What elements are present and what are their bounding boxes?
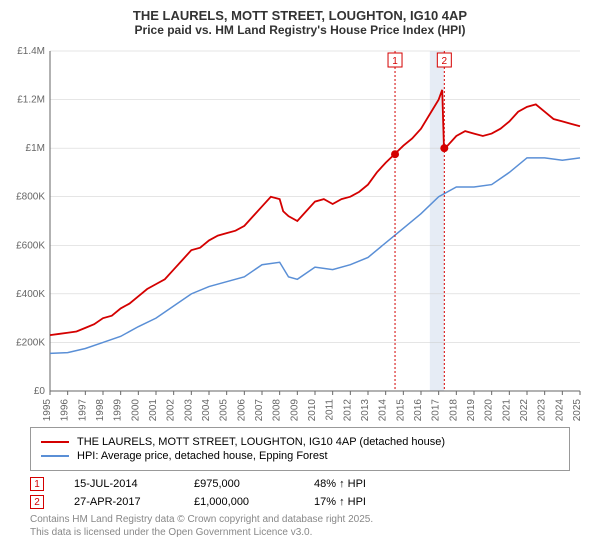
chart-svg: £0 £200K £400K £600K £800K £1M £1.2M £1.4M 1995 1…	[0, 41, 600, 421]
footer-line2: This data is licensed under the Open Gov…	[30, 526, 570, 539]
legend-label: HPI: Average price, detached house, Eppi…	[77, 450, 328, 462]
legend-swatch	[41, 441, 69, 443]
sale-price: £975,000	[194, 478, 284, 490]
x-tick-label: 2020	[484, 399, 495, 421]
x-tick-label: 2007	[254, 399, 265, 421]
y-tick-label: £1.4M	[17, 46, 45, 57]
y-tick-label: £0	[34, 386, 46, 397]
x-tick-label: 1997	[77, 399, 88, 421]
sales-table: 1 15-JUL-2014 £975,000 48% ↑ HPI 2 27-APR-201…	[30, 477, 570, 509]
sale-date: 15-JUL-2014	[74, 478, 164, 490]
sale-marker: 2	[30, 495, 44, 509]
x-tick-label: 1998	[95, 399, 106, 421]
y-tick-label: £1.2M	[17, 95, 45, 106]
legend-row: HPI: Average price, detached house, Eppi…	[41, 450, 559, 462]
x-tick-label: 2022	[519, 399, 530, 421]
x-tick-label: 2017	[431, 399, 442, 421]
sale-delta: 17% ↑ HPI	[314, 496, 366, 508]
x-tick-label: 2019	[466, 399, 477, 421]
chart-area: £0 £200K £400K £600K £800K £1M £1.2M £1.4M 1995 1…	[0, 41, 600, 421]
chart-title-sub: Price paid vs. HM Land Registry's House …	[0, 23, 600, 37]
y-tick-label: £1M	[26, 143, 45, 154]
sale-marker-dot	[440, 144, 448, 152]
chart-title-main: THE LAURELS, MOTT STREET, LOUGHTON, IG10…	[0, 8, 600, 23]
x-tick-label: 2025	[572, 399, 583, 421]
x-tick-label: 2001	[148, 399, 159, 421]
y-tick-label: £600K	[16, 240, 45, 251]
legend-box: THE LAURELS, MOTT STREET, LOUGHTON, IG10…	[30, 427, 570, 471]
sale-row: 1 15-JUL-2014 £975,000 48% ↑ HPI	[30, 477, 570, 491]
x-tick-label: 2016	[413, 399, 424, 421]
x-tick-label: 2006	[236, 399, 247, 421]
sale-price: £1,000,000	[194, 496, 284, 508]
legend-swatch	[41, 455, 69, 457]
sale-marker-dot	[391, 150, 399, 158]
y-tick-label: £800K	[16, 192, 45, 203]
x-tick-label: 2018	[448, 399, 459, 421]
legend-row: THE LAURELS, MOTT STREET, LOUGHTON, IG10…	[41, 436, 559, 448]
x-tick-label: 2014	[378, 399, 389, 421]
series-property	[50, 90, 580, 335]
x-tick-label: 2023	[537, 399, 548, 421]
x-tick-label: 2012	[342, 399, 353, 421]
x-tick-label: 1996	[60, 399, 71, 421]
x-tick-label: 2000	[130, 399, 141, 421]
x-tick-label: 2004	[201, 399, 212, 421]
footer-line1: Contains HM Land Registry data © Crown c…	[30, 513, 570, 526]
x-tick-label: 2024	[554, 399, 565, 421]
x-tick-label: 2005	[219, 399, 230, 421]
x-tick-label: 2021	[501, 399, 512, 421]
sale-marker-num: 2	[442, 56, 448, 67]
y-tick-label: £200K	[16, 337, 45, 348]
sale-delta: 48% ↑ HPI	[314, 478, 366, 490]
series-hpi	[50, 158, 580, 354]
legend-label: THE LAURELS, MOTT STREET, LOUGHTON, IG10…	[77, 436, 445, 448]
x-tick-label: 2015	[395, 399, 406, 421]
sale-marker: 1	[30, 477, 44, 491]
footer: Contains HM Land Registry data © Crown c…	[30, 513, 570, 539]
sale-marker-num: 1	[392, 56, 398, 67]
y-tick-label: £400K	[16, 289, 45, 300]
x-tick-label: 1999	[113, 399, 124, 421]
x-tick-label: 1995	[42, 399, 53, 421]
x-tick-label: 2011	[325, 399, 336, 421]
sale-date: 27-APR-2017	[74, 496, 164, 508]
x-tick-label: 2013	[360, 399, 371, 421]
sale-row: 2 27-APR-2017 £1,000,000 17% ↑ HPI	[30, 495, 570, 509]
x-tick-label: 2002	[166, 399, 177, 421]
x-tick-label: 2003	[183, 399, 194, 421]
x-tick-label: 2010	[307, 399, 318, 421]
x-tick-label: 2009	[289, 399, 300, 421]
x-tick-label: 2008	[272, 399, 283, 421]
